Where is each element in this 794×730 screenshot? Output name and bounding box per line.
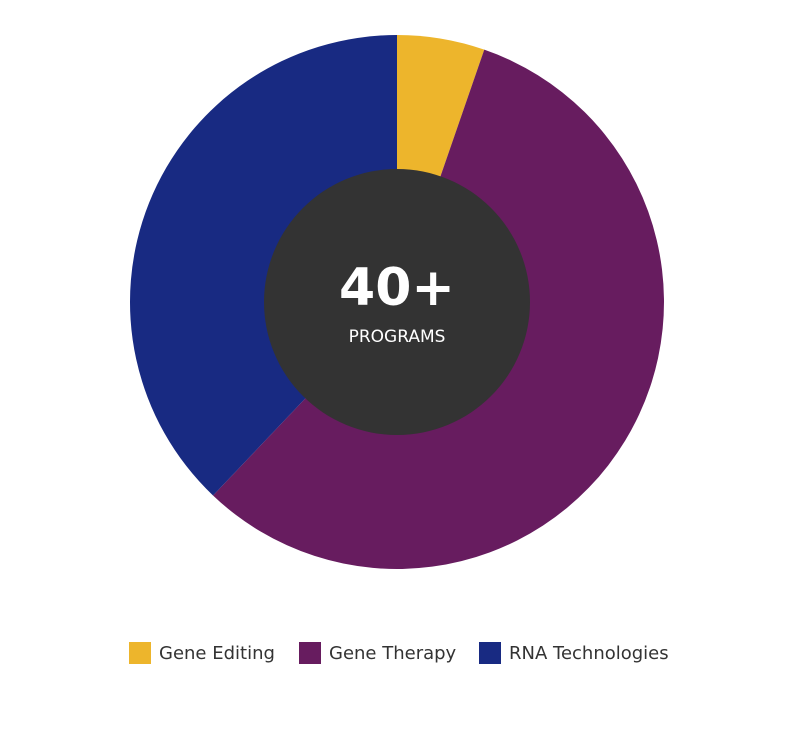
legend-label: RNA Technologies <box>509 643 669 664</box>
center-disc <box>264 169 530 435</box>
legend-label: Gene Therapy <box>329 643 457 664</box>
legend-label: Gene Editing <box>159 643 275 664</box>
legend-swatch <box>129 642 151 664</box>
center-label: PROGRAMS <box>349 327 446 347</box>
wedge <box>129 35 398 496</box>
legend-swatch <box>479 642 501 664</box>
legend: Gene Editing Gene Therapy RNA Technologies <box>129 642 669 664</box>
legend-swatch <box>299 642 321 664</box>
center-value: 40+ <box>339 258 455 318</box>
